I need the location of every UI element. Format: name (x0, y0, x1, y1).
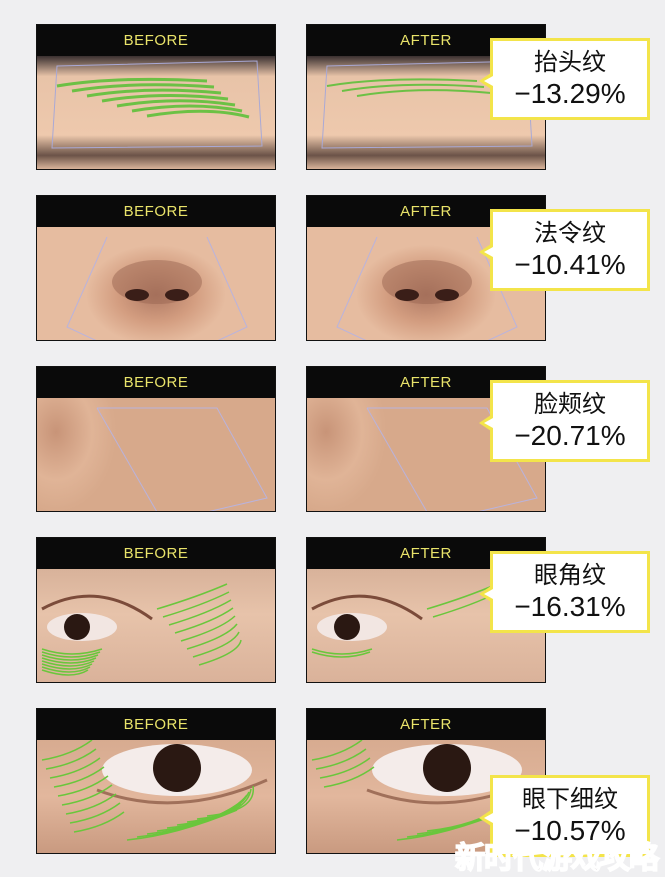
before-label: BEFORE (37, 367, 275, 398)
wrinkle-type: 眼角纹 (534, 561, 606, 589)
wrinkle-mark (131, 104, 243, 113)
before-label: BEFORE (37, 709, 275, 740)
reduction-percent: −10.41% (514, 249, 626, 280)
forehead-before-photo (37, 56, 275, 169)
wrinkle-mark (326, 78, 478, 87)
eye-corner-before-photo (37, 569, 275, 682)
reduction-percent: −13.29% (514, 78, 626, 109)
wrinkle-mark (156, 583, 228, 610)
wrinkle-mark (45, 748, 97, 770)
wrinkle-mark (341, 83, 485, 92)
before-label: BEFORE (37, 538, 275, 569)
wrinkle-mark (65, 793, 117, 815)
cheek-before-panel: BEFORE (36, 366, 276, 512)
under-eye-before-photo (37, 740, 275, 853)
wrinkle-mark (73, 811, 125, 833)
wrinkle-mark (162, 591, 230, 618)
eye-corner-result-callout: 眼角纹 −16.31% (479, 551, 650, 633)
wrinkle-mark (180, 615, 236, 642)
wrinkle-mark (57, 775, 109, 797)
cheek-result-callout: 脸颊纹 −20.71% (479, 380, 650, 462)
reduction-percent: −20.71% (514, 420, 626, 451)
nasolabial-before-photo (37, 227, 275, 340)
wrinkle-mark (319, 757, 371, 779)
wrinkle-mark (356, 89, 492, 97)
wrinkle-mark (146, 109, 250, 119)
wrinkle-mark (186, 623, 238, 650)
wrinkle-mark (315, 748, 367, 770)
wrinkle-mark (311, 740, 363, 761)
wrinkle-mark (71, 83, 215, 93)
watermark: 新时代游戏攻略 (454, 840, 660, 877)
wrinkle-mark (174, 607, 234, 634)
cheek-before-photo (37, 398, 275, 511)
eye-corner-before-panel: BEFORE (36, 537, 276, 683)
wrinkle-mark (86, 88, 222, 98)
reduction-percent: −10.57% (514, 815, 626, 846)
wrinkle-mark (168, 599, 232, 626)
wrinkle-mark (56, 77, 208, 88)
wrinkle-type: 脸颊纹 (534, 390, 606, 418)
forehead-result-callout: 抬头纹 −13.29% (479, 38, 650, 120)
wrinkle-type: 法令纹 (534, 219, 606, 247)
wrinkle-mark (61, 784, 113, 806)
wrinkle-type: 抬头纹 (534, 48, 606, 76)
after-label: AFTER (307, 709, 545, 740)
wrinkle-mark (41, 740, 93, 761)
wrinkle-mark (69, 802, 121, 824)
before-label: BEFORE (37, 25, 275, 56)
reduction-percent: −16.31% (514, 591, 626, 622)
wrinkle-mark (198, 639, 242, 666)
wrinkle-mark (53, 766, 105, 788)
wrinkle-mark (323, 766, 375, 788)
wrinkle-type: 眼下细纹 (522, 785, 618, 813)
wrinkle-mark (116, 99, 236, 108)
before-label: BEFORE (37, 196, 275, 227)
under-eye-before-panel: BEFORE (36, 708, 276, 854)
nasolabial-result-callout: 法令纹 −10.41% (479, 209, 650, 291)
forehead-before-panel: BEFORE (36, 24, 276, 170)
under-eye-result-callout: 眼下细纹 −10.57% (479, 775, 650, 857)
wrinkle-mark (101, 93, 229, 103)
wrinkle-mark (192, 631, 240, 658)
wrinkle-mark (49, 757, 101, 779)
nasolabial-before-panel: BEFORE (36, 195, 276, 341)
